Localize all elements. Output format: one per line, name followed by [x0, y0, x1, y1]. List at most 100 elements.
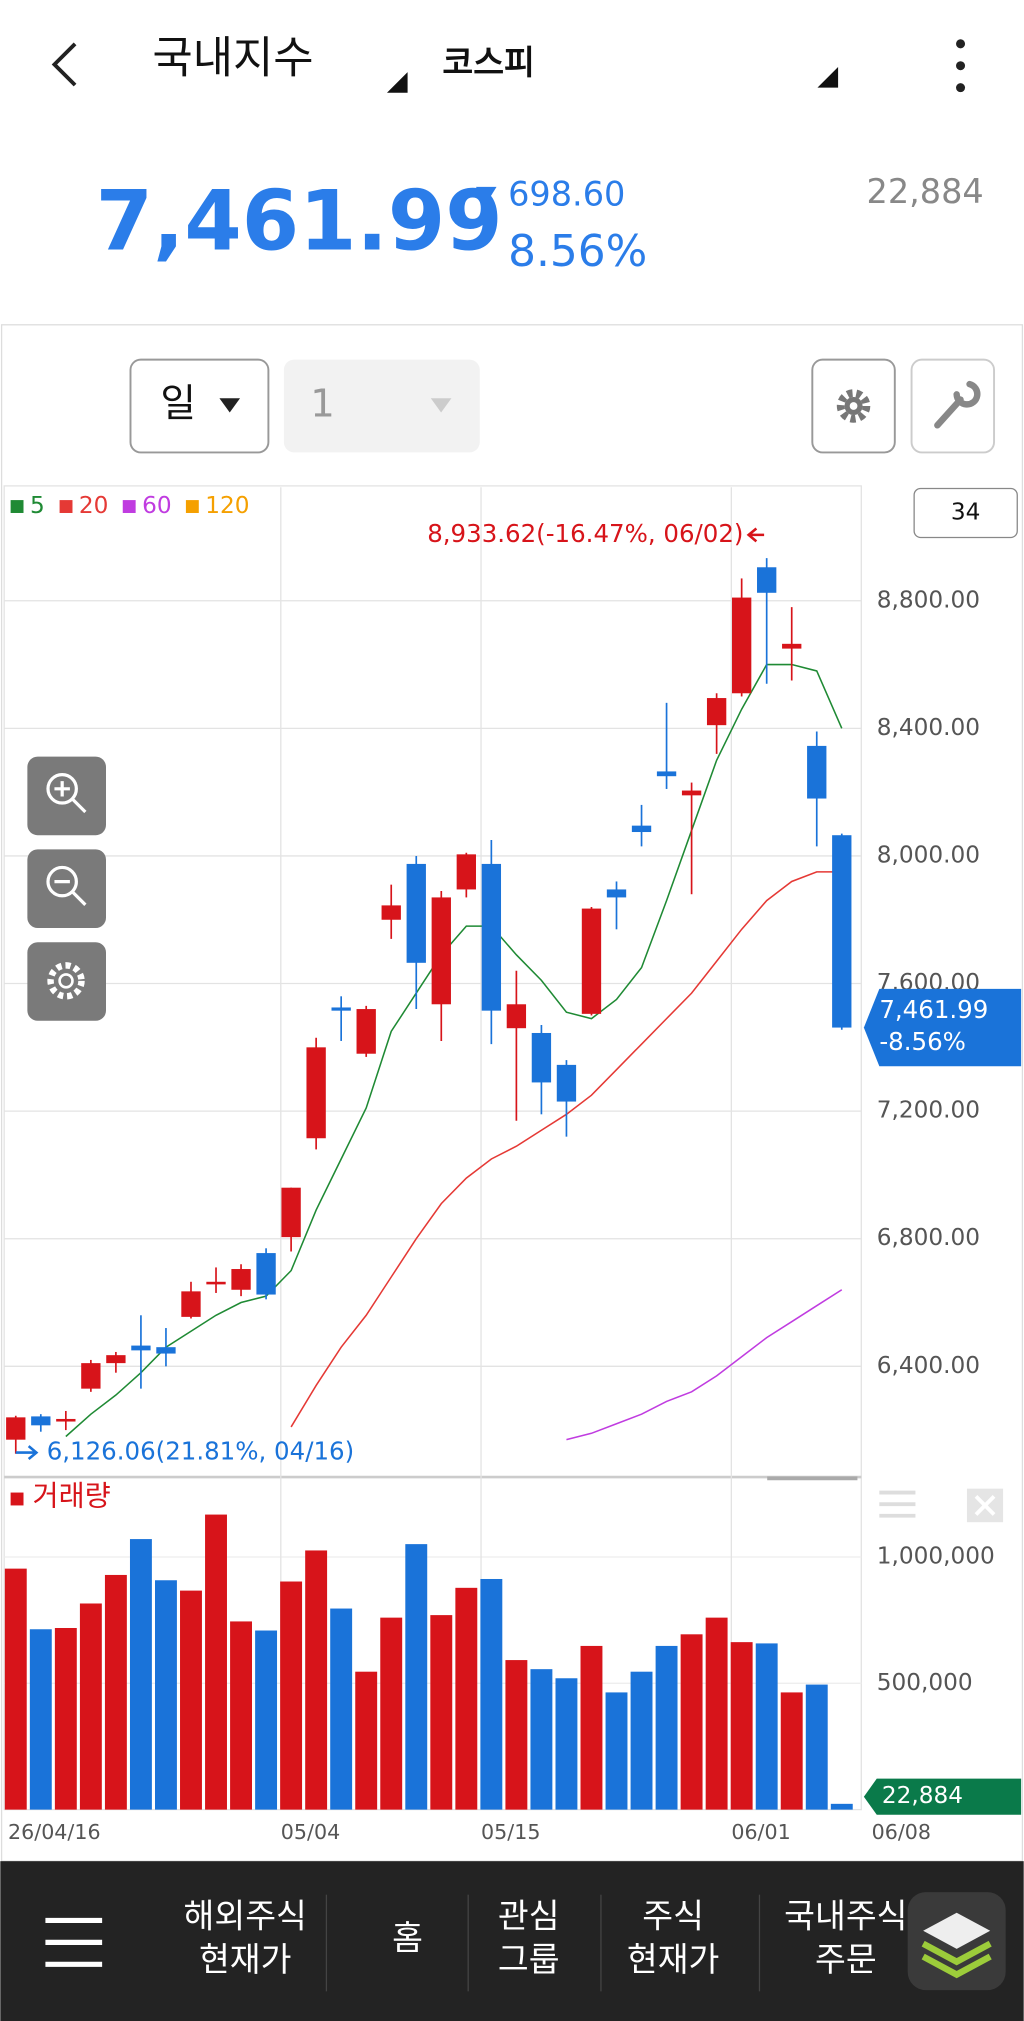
volume-bar — [655, 1645, 678, 1810]
candle-body — [381, 905, 401, 920]
volume: 22,884 — [867, 172, 984, 211]
candle-body — [706, 698, 727, 726]
market-name[interactable]: 코스피 — [442, 43, 534, 82]
zoom-out-button[interactable] — [27, 849, 106, 929]
price-change: 698.60 — [508, 174, 625, 213]
y-tick-label: 8,000.00 — [877, 841, 980, 868]
y-tick-label: 8,400.00 — [877, 714, 980, 741]
chart-settings-button[interactable] — [27, 942, 106, 1021]
bottom-nav — [0, 1861, 1024, 2021]
legend-label: 120 — [205, 492, 249, 519]
y-tick-label: 6,800.00 — [877, 1224, 980, 1251]
volume-tick-label: 500,000 — [877, 1669, 973, 1696]
screen-title[interactable]: 국내지수 — [152, 33, 313, 84]
candle-body — [156, 1347, 176, 1354]
candle-body — [331, 1007, 351, 1011]
volume-bar — [755, 1643, 778, 1810]
market-dropdown-arrow[interactable] — [817, 67, 839, 88]
gear-hole — [849, 402, 858, 410]
candle-body — [782, 643, 802, 649]
volume-bar — [405, 1544, 428, 1810]
volume-bar — [205, 1514, 227, 1810]
lens — [46, 773, 78, 805]
volume-bar — [154, 1580, 177, 1810]
nav-item-label[interactable]: 주문 — [815, 1940, 877, 1979]
nav-item-label[interactable]: 현재가 — [627, 1940, 719, 1979]
candle-body — [406, 863, 426, 963]
legend-label: 5 — [30, 492, 45, 519]
zoom-in-button[interactable] — [27, 756, 106, 836]
candle-body — [131, 1345, 151, 1351]
volume-bar — [129, 1539, 152, 1810]
menu-button[interactable] — [45, 1917, 103, 1967]
volume-tick-label: 1,000,000 — [877, 1543, 995, 1570]
candle-count-box[interactable] — [913, 487, 1018, 539]
candle-body — [231, 1269, 251, 1290]
title-dropdown-arrow[interactable] — [386, 72, 408, 93]
x-tick-label: 05/04 — [281, 1820, 340, 1844]
volume-bar — [680, 1634, 703, 1810]
x-tick-label: 06/08 — [872, 1820, 931, 1844]
volume-bar — [830, 1803, 853, 1810]
last-volume-tag — [863, 1778, 1022, 1815]
gear-teeth — [47, 962, 85, 1000]
nav-item-label[interactable]: 홈 — [392, 1918, 423, 1957]
candle-body — [556, 1064, 577, 1102]
interval-select[interactable] — [283, 359, 480, 453]
y-tick-label: 6,400.00 — [877, 1352, 980, 1379]
candle-body — [106, 1355, 126, 1364]
high-annotation: 8,933.62(-16.47%, 06/02) — [427, 519, 743, 548]
chart-card — [0, 324, 1024, 1862]
down-triangle — [475, 186, 497, 204]
layer-mid — [921, 1940, 992, 1966]
candle-body — [81, 1363, 101, 1389]
plus — [54, 781, 87, 814]
volume-bar — [330, 1608, 353, 1810]
nav-item-label[interactable]: 그룹 — [498, 1940, 560, 1979]
low-arrow — [15, 1445, 39, 1461]
candle-body — [456, 854, 476, 890]
volume-bar — [4, 1568, 27, 1810]
y-tick-label: 7,200.00 — [877, 1097, 980, 1124]
gear-hole — [58, 973, 74, 989]
nav-item-label[interactable]: 국내주식 — [784, 1896, 907, 1935]
legend-swatch — [185, 500, 199, 513]
legend-label: 20 — [79, 492, 109, 519]
dot — [956, 39, 966, 49]
moving-average-line — [566, 1289, 843, 1441]
period-select[interactable] — [129, 358, 270, 454]
back-button[interactable] — [51, 42, 77, 87]
close-x — [974, 1495, 996, 1516]
volume-bar — [505, 1660, 528, 1810]
volume-bar — [705, 1617, 728, 1810]
button-bg — [27, 756, 106, 836]
more-menu[interactable] — [956, 39, 966, 93]
candle-body — [531, 1032, 552, 1083]
dot — [956, 61, 966, 71]
x-tick-label: 05/15 — [481, 1820, 540, 1844]
volume-bar — [54, 1627, 77, 1810]
nav-item-label[interactable]: 관심 — [498, 1896, 560, 1935]
candle-body — [31, 1416, 51, 1426]
candle-body — [256, 1253, 276, 1295]
nav-item-label[interactable]: 해외주식 — [184, 1896, 307, 1935]
nav-item-label[interactable]: 주식 — [642, 1896, 704, 1935]
volume-menu[interactable] — [879, 1490, 916, 1518]
candle-body — [281, 1187, 301, 1238]
candle-body — [606, 889, 627, 898]
dropdown-arrow — [430, 398, 452, 413]
candle-body — [481, 863, 502, 1011]
candle-body — [807, 745, 827, 799]
volume-bar — [455, 1587, 478, 1810]
candle-body — [506, 1004, 527, 1029]
volume-bar — [605, 1692, 628, 1810]
candle-body — [581, 908, 602, 1014]
layer-top — [923, 1912, 991, 1949]
layer-bottom — [921, 1953, 992, 1979]
x-tick-label: 06/01 — [731, 1820, 790, 1844]
nav-item-label[interactable]: 현재가 — [199, 1940, 291, 1979]
candle-body — [731, 597, 752, 694]
wrench-icon — [934, 380, 981, 429]
volume-bar — [29, 1629, 52, 1810]
